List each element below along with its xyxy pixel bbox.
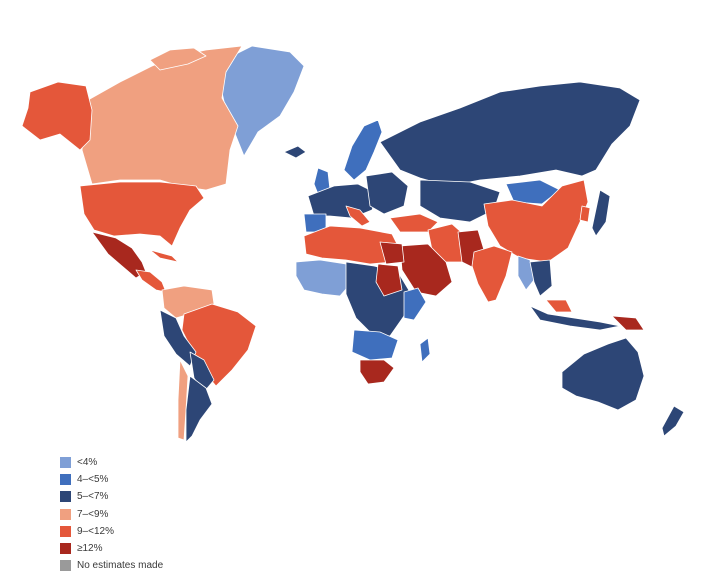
region-east-africa xyxy=(403,287,427,321)
region-alaska xyxy=(21,81,93,151)
region-papua xyxy=(611,315,645,331)
legend-item: 5–<7% xyxy=(60,488,163,505)
legend-swatch xyxy=(60,491,71,503)
region-indonesia xyxy=(529,305,621,331)
legend-item: No estimates made xyxy=(60,557,163,574)
legend-swatch xyxy=(60,457,71,469)
region-southern-europe xyxy=(345,205,371,227)
region-se-asia-east xyxy=(529,259,553,297)
legend-label: 5–<7% xyxy=(77,491,109,503)
legend-swatch xyxy=(60,543,71,555)
legend-item: ≥12% xyxy=(60,540,163,557)
region-sudan xyxy=(375,263,403,297)
region-central-america xyxy=(135,269,167,293)
region-canada-arctic xyxy=(149,47,207,71)
region-egypt xyxy=(379,241,405,265)
region-korea xyxy=(579,205,591,223)
legend-swatch xyxy=(60,525,71,537)
legend-swatch xyxy=(60,474,71,486)
region-malaysia xyxy=(545,299,573,313)
region-south-africa xyxy=(359,359,395,385)
region-bolivia xyxy=(189,351,215,393)
legend-item: 4–<5% xyxy=(60,471,163,488)
legend-label: 9–<12% xyxy=(77,525,114,537)
region-arabia xyxy=(399,243,453,297)
region-west-africa xyxy=(295,259,353,297)
legend-item: <4% xyxy=(60,454,163,471)
legend-label: 4–<5% xyxy=(77,474,109,486)
legend-label: <4% xyxy=(77,457,98,469)
legend-label: 7–<9% xyxy=(77,508,109,520)
region-turkey xyxy=(389,213,439,233)
region-india xyxy=(471,245,513,303)
region-scandinavia xyxy=(343,119,383,181)
region-china xyxy=(483,179,589,263)
region-southern-africa-north xyxy=(351,329,399,361)
region-usa xyxy=(79,181,205,247)
region-japan xyxy=(591,189,611,237)
region-iceland xyxy=(283,145,307,159)
region-australia xyxy=(561,337,645,411)
legend-swatch xyxy=(60,508,71,520)
legend-label: No estimates made xyxy=(77,560,164,572)
legend-item: 9–<12% xyxy=(60,523,163,540)
region-new-zealand xyxy=(661,405,685,437)
legend-label: ≥12% xyxy=(77,543,103,555)
region-se-asia xyxy=(517,255,535,291)
region-eastern-europe xyxy=(365,171,409,215)
legend-item: 7–<9% xyxy=(60,506,163,523)
world-map xyxy=(21,45,685,443)
legend-swatch xyxy=(60,560,71,572)
region-madagascar xyxy=(419,337,431,363)
legend: <4% 4–<5% 5–<7% 7–<9% 9–<12% ≥12% No estimates… xyxy=(60,454,163,574)
region-argentina xyxy=(185,375,213,443)
region-caribbean xyxy=(149,249,179,263)
region-central-asia xyxy=(419,179,501,223)
region-chile xyxy=(177,359,189,441)
region-russia xyxy=(379,81,641,187)
